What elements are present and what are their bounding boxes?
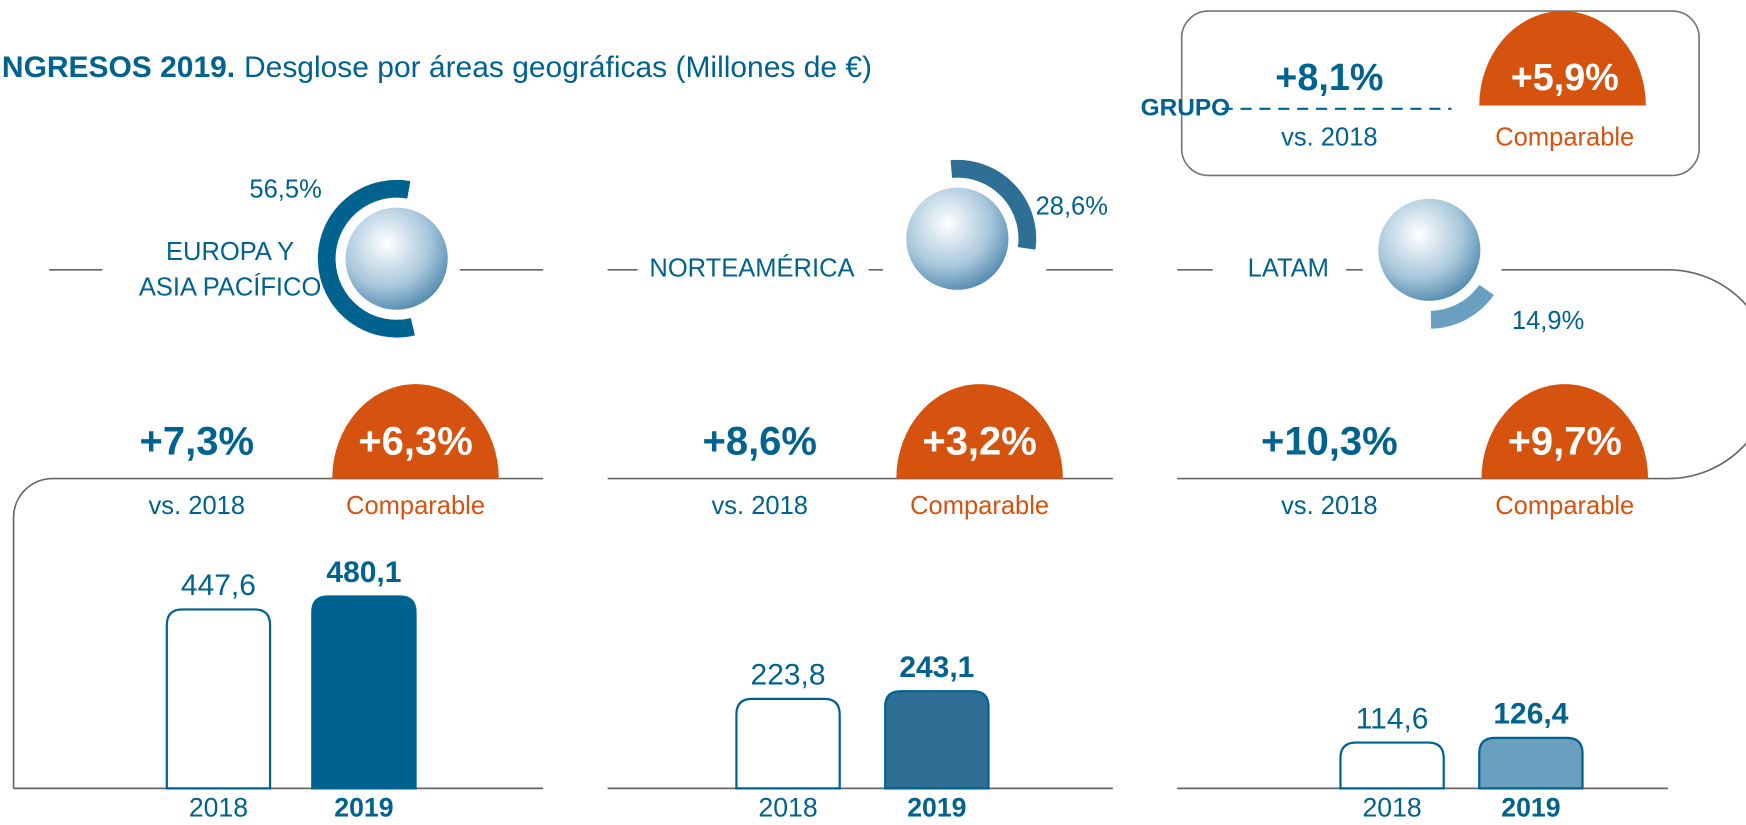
value-label: 223,8 [751,659,826,692]
growth-label: +10,3% [1261,420,1398,464]
value-label: 243,1 [899,651,974,684]
comparable-caption: Comparable [346,492,485,520]
category-label: 2018 [1362,792,1421,822]
bar [884,690,990,790]
group-comparable: +5,9% [1511,56,1619,98]
title-rest: Desglose por áreas geográficas (Millones… [244,51,872,84]
growth-caption: vs. 2018 [1281,492,1377,520]
category-label: 2019 [334,792,393,822]
globe [906,187,1009,290]
growth-caption: vs. 2018 [149,492,245,520]
growth-caption: vs. 2018 [712,492,808,520]
category-label: 2019 [1501,792,1560,822]
comparable-label: +3,2% [922,420,1036,464]
globe [1378,198,1481,301]
group-label: GRUPO [1141,94,1231,121]
bar [1339,741,1445,790]
group-growth: +8,1% [1275,56,1383,98]
comparable-badge [1481,384,1649,479]
comparable-badge [332,384,499,479]
group-badge [1479,11,1646,106]
comparable-caption: Comparable [910,492,1049,520]
globe [345,207,448,310]
latam-curve [1501,268,1746,480]
share-label: 14,9% [1512,307,1584,335]
category-label: 2018 [758,792,817,822]
category-label: 2019 [907,792,966,822]
europe-curve [12,477,544,789]
comparable-caption: Comparable [1495,492,1634,520]
comparable-label: +9,7% [1508,420,1622,464]
region-title: LATAM [1248,255,1329,283]
group-growth-caption: vs. 2018 [1281,124,1377,152]
share-label: 56,5% [249,176,321,204]
bar [735,697,841,790]
title-bold: INGRESOS 2019. [0,51,235,84]
title: INGRESOS 2019. Desglose por áreas geográf… [0,51,872,84]
growth-label: +7,3% [140,420,254,464]
value-label: 480,1 [326,556,401,589]
category-label: 2018 [189,792,248,822]
share-arc [317,179,415,338]
value-label: 114,6 [1356,702,1429,735]
region-title: ASIA PACÍFICO [139,272,321,301]
bar [1478,736,1584,790]
share-arc [950,159,1037,250]
growth-label: +8,6% [703,420,817,464]
bar [311,595,417,790]
value-label: 126,4 [1493,698,1568,731]
group-box [1180,10,1700,177]
region-title: EUROPA Y [166,238,294,266]
value-label: 447,6 [181,569,256,602]
group-comparable-caption: Comparable [1495,124,1634,152]
bar [165,608,272,790]
share-arc [1430,284,1494,329]
region-title: NORTEAMÉRICA [649,254,854,283]
comparable-badge [896,384,1063,479]
share-label: 28,6% [1036,192,1108,220]
comparable-label: +6,3% [358,420,472,464]
